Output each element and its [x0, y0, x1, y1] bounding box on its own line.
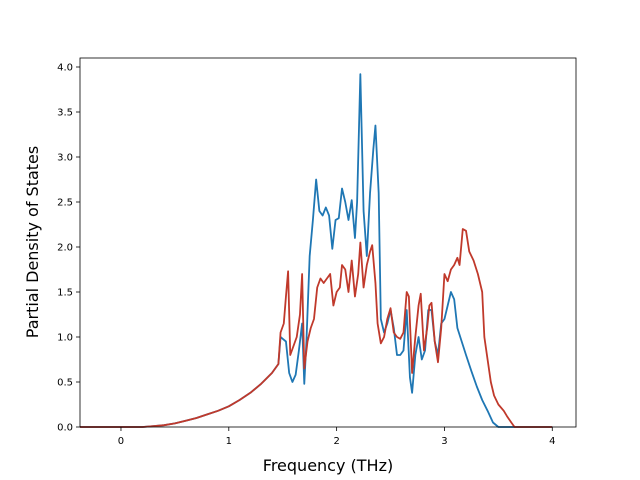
y-tick-label: 2.5 [57, 198, 73, 209]
x-axis: 0 1 2 3 4 [118, 427, 555, 447]
y-tick-label: 1.5 [57, 288, 73, 299]
y-tick-label: 0.0 [57, 423, 73, 434]
y-axis-label: Partial Density of States [23, 146, 42, 338]
y-axis: 0.0 0.5 1.0 1.5 2.0 2.5 3.0 3.5 4.0 [57, 63, 80, 434]
y-tick-label: 1.0 [57, 333, 73, 344]
y-tick-label: 0.5 [57, 378, 73, 389]
x-tick-label: 2 [333, 436, 339, 447]
plot-area-frame [79, 57, 577, 428]
y-tick-label: 2.0 [57, 243, 73, 254]
x-tick-label: 0 [118, 436, 124, 447]
series-line-2 [80, 228, 553, 428]
y-tick-label: 3.5 [57, 108, 73, 119]
y-tick-label: 3.0 [57, 153, 73, 164]
x-tick-label: 1 [226, 436, 232, 447]
x-axis-label: Frequency (THz) [263, 456, 393, 475]
y-tick-label: 4.0 [57, 63, 73, 74]
x-tick-label: 3 [441, 436, 447, 447]
x-tick-label: 4 [549, 436, 555, 447]
series-layer [80, 73, 553, 428]
